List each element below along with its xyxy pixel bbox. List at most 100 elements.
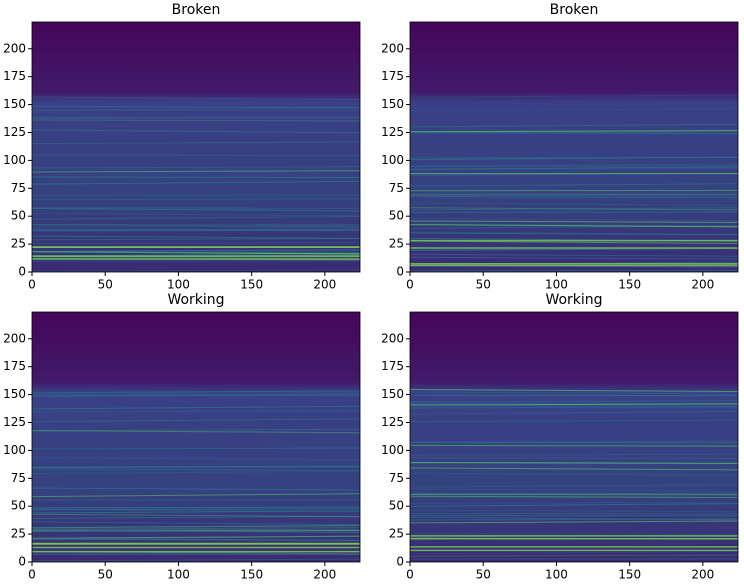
y-tick-label: 150 <box>3 387 26 401</box>
x-tick-label: 150 <box>240 278 263 292</box>
texture-line <box>31 521 361 526</box>
heatmap-image <box>32 312 360 562</box>
texture-line <box>31 235 361 239</box>
texture-line <box>31 487 361 491</box>
x-tick-label: 200 <box>313 568 336 582</box>
texture-line <box>31 513 361 518</box>
texture-line <box>409 224 739 228</box>
texture-line <box>31 529 361 533</box>
texture-line <box>409 389 739 392</box>
texture-line <box>409 406 739 409</box>
texture-line <box>409 488 739 492</box>
y-tick-label: 150 <box>381 387 404 401</box>
x-tick-label: 50 <box>98 278 113 292</box>
texture-line <box>31 129 361 134</box>
texture-line <box>409 444 739 447</box>
y-tick-label: 25 <box>389 237 404 251</box>
texture-line <box>409 495 739 499</box>
y-tick-label: 0 <box>396 555 404 569</box>
y-tick-label: 0 <box>18 555 26 569</box>
y-tick-label: 50 <box>11 209 26 223</box>
texture-line <box>31 250 361 252</box>
texture-line <box>409 410 739 415</box>
y-tick-label: 75 <box>11 471 26 485</box>
texture-line <box>31 393 361 398</box>
texture-line <box>31 166 361 169</box>
x-tick-label: 100 <box>167 278 190 292</box>
panel-title: Working <box>545 292 602 308</box>
x-tick-label: 0 <box>28 278 36 292</box>
panel-title: Broken <box>550 2 599 18</box>
x-tick-label: 200 <box>691 568 714 582</box>
texture-line <box>31 215 361 220</box>
x-tick-label: 200 <box>691 278 714 292</box>
texture-line <box>409 130 739 133</box>
texture-line <box>409 131 739 135</box>
texture-line <box>409 94 739 98</box>
texture-line <box>31 237 361 241</box>
texture-line <box>409 220 739 223</box>
y-tick-label: 0 <box>18 265 26 279</box>
x-tick-label: 100 <box>545 568 568 582</box>
y-tick-label: 0 <box>396 265 404 279</box>
x-tick-label: 0 <box>406 568 414 582</box>
y-tick-label: 100 <box>3 443 26 457</box>
y-tick-label: 150 <box>3 97 26 111</box>
texture-line <box>409 256 739 260</box>
texture-line <box>409 123 739 128</box>
y-tick-label: 50 <box>11 499 26 513</box>
texture-line <box>31 249 361 252</box>
texture-line <box>31 207 361 212</box>
texture-line <box>31 466 361 468</box>
texture-line <box>31 527 361 530</box>
texture-line <box>31 392 361 395</box>
texture-line <box>31 456 361 461</box>
texture-line <box>31 430 361 434</box>
texture-line <box>409 131 739 134</box>
texture-line <box>409 509 739 513</box>
texture-line <box>409 501 739 505</box>
y-tick-label: 200 <box>3 331 26 345</box>
texture-line <box>409 240 739 244</box>
texture-line <box>31 535 361 539</box>
texture-line <box>31 410 361 413</box>
texture-line <box>31 141 361 145</box>
x-tick-label: 100 <box>545 278 568 292</box>
plot-frame <box>409 311 739 563</box>
texture-line <box>31 428 361 432</box>
texture-line <box>31 176 361 179</box>
texture-line <box>31 525 361 528</box>
y-tick-label: 25 <box>11 237 26 251</box>
texture-line <box>409 503 739 507</box>
texture-line <box>31 198 361 201</box>
texture-line <box>31 212 361 217</box>
heatmap-image <box>32 22 360 272</box>
texture-line <box>31 390 361 394</box>
texture-line <box>409 156 739 161</box>
y-tick-label: 50 <box>389 209 404 223</box>
texture-line <box>31 470 361 475</box>
texture-line <box>409 484 739 488</box>
x-tick-label: 150 <box>618 278 641 292</box>
texture-line <box>31 506 361 509</box>
texture-line <box>409 207 739 211</box>
texture-line <box>409 131 739 134</box>
texture-line <box>409 217 739 222</box>
texture-line <box>31 170 361 173</box>
x-tick-label: 0 <box>406 278 414 292</box>
x-tick-label: 200 <box>313 278 336 292</box>
texture-line <box>31 96 361 101</box>
texture-line <box>409 467 739 471</box>
texture-line <box>31 241 361 245</box>
x-tick-label: 50 <box>98 568 113 582</box>
texture-line <box>409 165 739 167</box>
texture-line <box>409 472 739 476</box>
texture-line <box>31 468 361 472</box>
texture-line <box>409 520 739 524</box>
panel-title: Broken <box>172 2 221 18</box>
texture-line <box>409 223 739 227</box>
y-tick-label: 200 <box>3 41 26 55</box>
texture-line <box>31 447 361 450</box>
x-tick-label: 150 <box>240 568 263 582</box>
